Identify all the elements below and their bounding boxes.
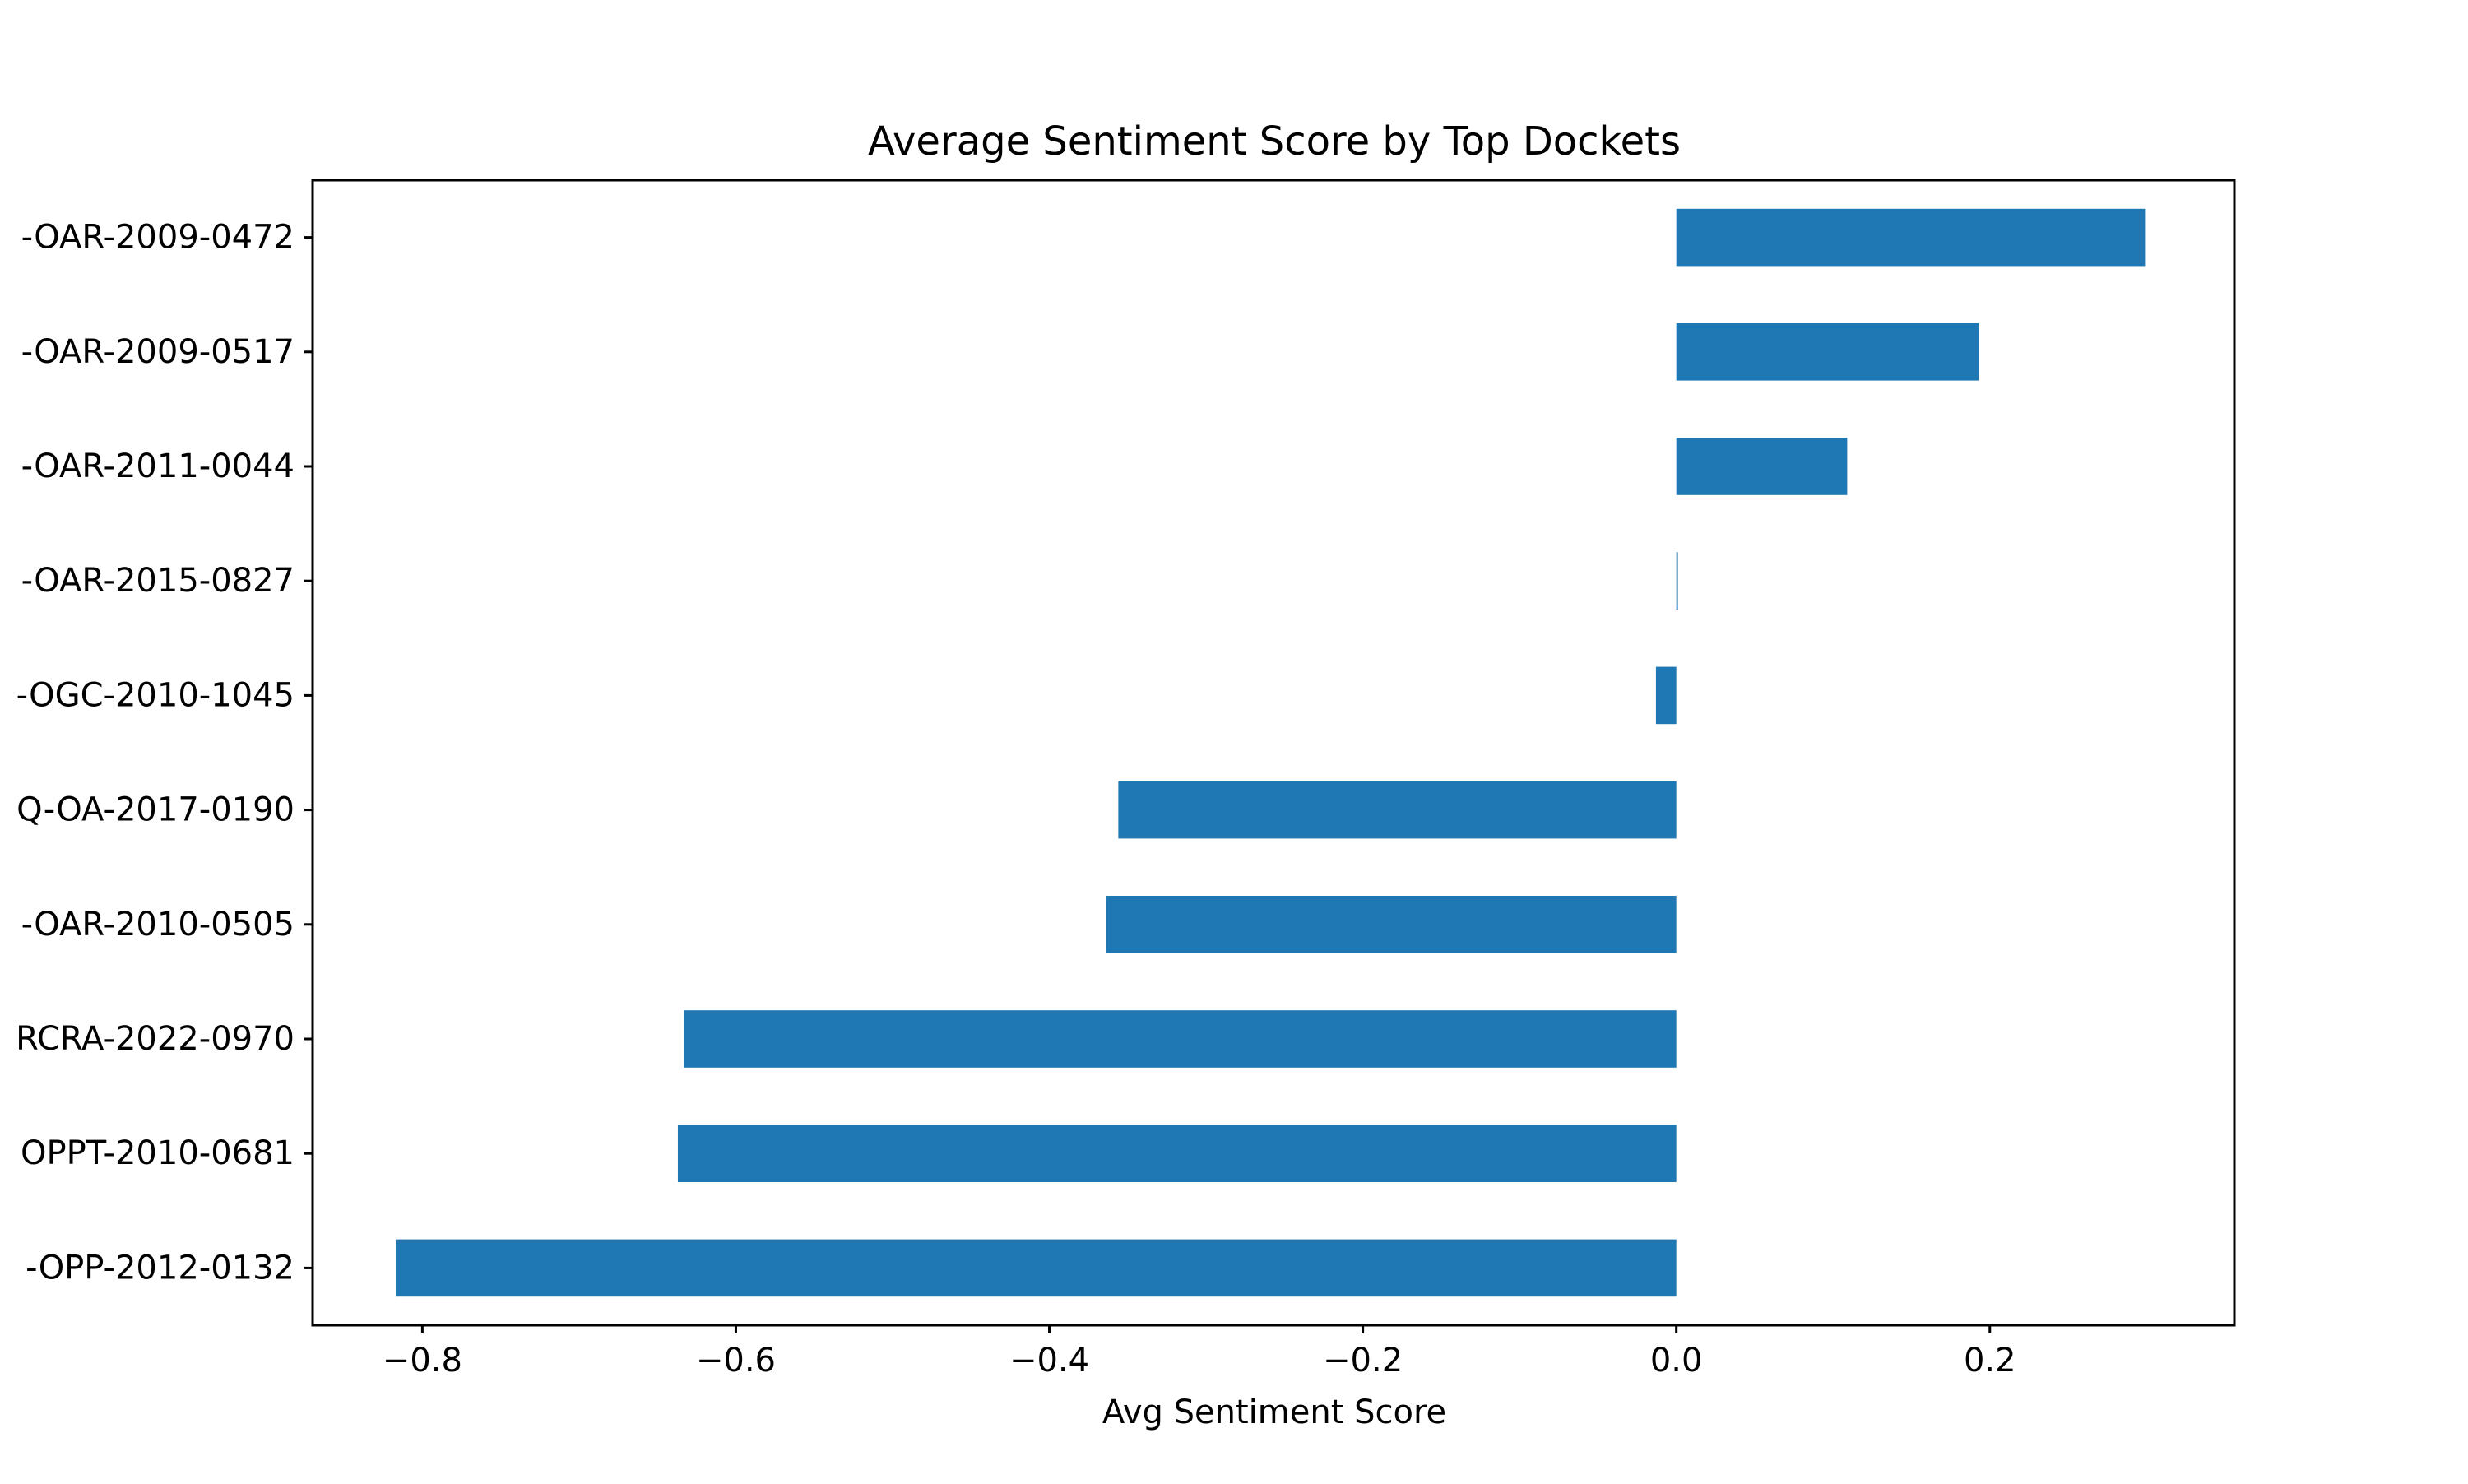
y-tick-label-8: RCRA-2022-0970 xyxy=(16,1020,295,1058)
bar-6 xyxy=(1118,781,1677,839)
bar-7 xyxy=(1106,896,1677,953)
x-tick-label-1: −0.8 xyxy=(383,1342,462,1380)
bar-1 xyxy=(1676,208,2146,267)
y-tick-label-9: OPPT-2010-0681 xyxy=(21,1134,295,1172)
x-tick-label-6: 0.2 xyxy=(1964,1342,2016,1380)
bar-5 xyxy=(1655,666,1677,725)
bar-2 xyxy=(1676,323,1979,381)
bar-3 xyxy=(1676,438,1848,495)
y-tick-label-7: -OAR-2010-0505 xyxy=(21,906,295,944)
bars-group xyxy=(395,208,2146,1297)
bar-9 xyxy=(677,1125,1677,1182)
y-tick-label-6: Q-OA-2017-0190 xyxy=(16,791,295,829)
plot-frame xyxy=(311,179,2236,1327)
y-tick-label-1: -OAR-2009-0472 xyxy=(21,219,295,257)
y-tick-label-10: -OPP-2012-0132 xyxy=(26,1249,295,1287)
bar-4 xyxy=(1676,552,1678,610)
x-tick-label-3: −0.4 xyxy=(1009,1342,1089,1380)
y-tick-label-4: -OAR-2015-0827 xyxy=(21,562,295,600)
y-tick-label-3: -OAR-2011-0044 xyxy=(21,448,295,485)
chart-title: Average Sentiment Score by Top Dockets xyxy=(868,118,1681,165)
x-tick-label-2: −0.6 xyxy=(696,1342,776,1380)
y-tick-label-5: -OGC-2010-1045 xyxy=(16,676,295,714)
x-tick-label-4: −0.2 xyxy=(1323,1342,1403,1380)
bar-10 xyxy=(395,1239,1677,1297)
x-tick-label-5: 0.0 xyxy=(1650,1342,1703,1380)
y-axis: -OAR-2009-0472 -OAR-2009-0517 -OAR-2011-00… xyxy=(16,219,313,1287)
y-tick-label-2: -OAR-2009-0517 xyxy=(21,333,295,371)
x-axis-label: Avg Sentiment Score xyxy=(1102,1394,1446,1431)
x-axis: −0.8 −0.6 −0.4 −0.2 0.0 0.2 xyxy=(383,1325,2016,1380)
bar-8 xyxy=(684,1010,1677,1068)
